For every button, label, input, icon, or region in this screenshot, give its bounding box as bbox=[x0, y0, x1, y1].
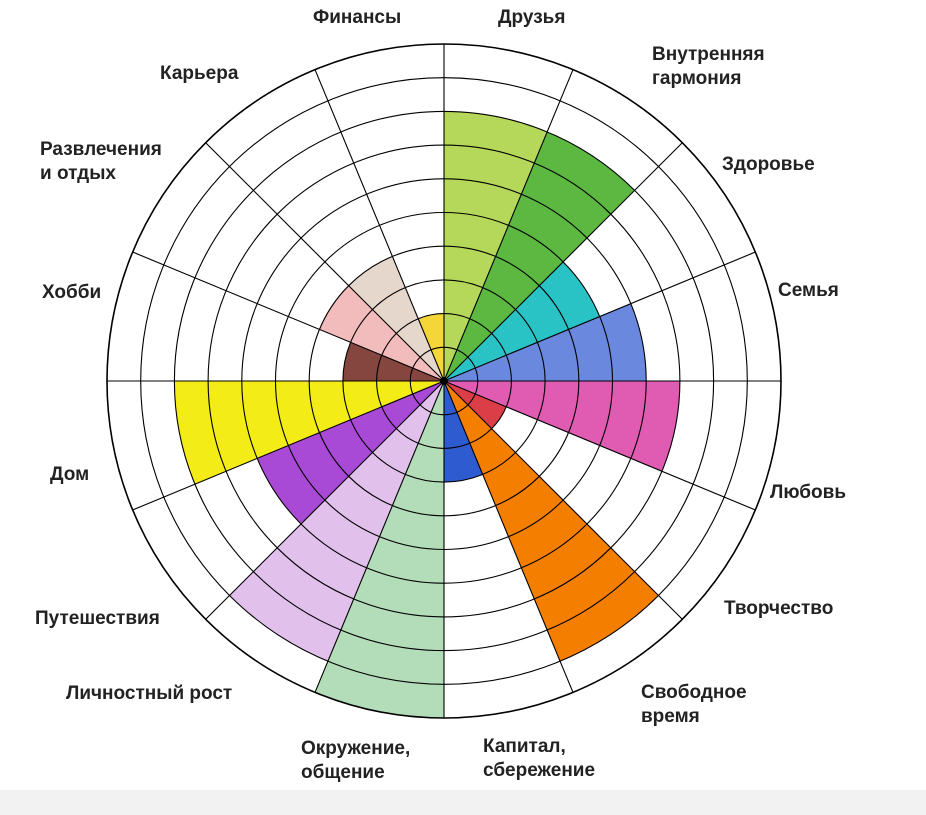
spoke-2 bbox=[443, 69, 574, 382]
label-lichnostnyy-rost: Личностный рост bbox=[66, 683, 233, 704]
sector-10 bbox=[229, 381, 444, 662]
spoke-6 bbox=[443, 380, 756, 511]
label-semya: Семья bbox=[778, 280, 839, 301]
label-lyubov: Любовь bbox=[770, 482, 847, 503]
grid-layer bbox=[106, 43, 782, 719]
spoke-12 bbox=[132, 380, 445, 511]
sector-14 bbox=[319, 285, 444, 381]
label-hobbi: Хобби bbox=[42, 282, 102, 303]
sector-13 bbox=[342, 342, 444, 381]
label-puteshestviya: Путешествия bbox=[35, 608, 160, 629]
bottom-strip bbox=[0, 790, 926, 815]
label-dom: Дом bbox=[50, 464, 90, 485]
sector-7 bbox=[444, 381, 659, 662]
label-svobodnoe-vremya: Свободное время bbox=[641, 682, 747, 727]
sector-3 bbox=[444, 261, 600, 381]
spoke-8 bbox=[443, 380, 574, 693]
spoke-3 bbox=[443, 142, 683, 382]
spoke-7 bbox=[443, 380, 683, 620]
sector-6 bbox=[444, 381, 507, 429]
label-vnutrennyaya-garmoniya: Внутренняя гармония bbox=[652, 44, 765, 89]
label-druzya: Друзья bbox=[498, 7, 566, 28]
spoke-10 bbox=[314, 380, 445, 693]
spoke-11 bbox=[205, 380, 445, 620]
sector-9 bbox=[315, 381, 444, 718]
sector-1 bbox=[444, 111, 548, 382]
sector-15 bbox=[348, 256, 444, 381]
sector-5 bbox=[444, 381, 680, 472]
spoke-16 bbox=[314, 69, 445, 382]
label-okruzhenie-obshchenie: Окружение, общение bbox=[301, 738, 411, 783]
label-razvlecheniya-i-otdyh: Развлечения и отдых bbox=[40, 139, 162, 184]
label-finansy: Финансы bbox=[313, 7, 402, 28]
sector-11 bbox=[257, 381, 444, 524]
center-point bbox=[440, 377, 448, 385]
sector-4 bbox=[444, 303, 647, 381]
label-kapital-sberezhenie: Капитал, сбережение bbox=[483, 736, 596, 781]
spoke-15 bbox=[205, 142, 445, 382]
sector-2 bbox=[444, 131, 635, 381]
sector-12 bbox=[174, 381, 444, 485]
label-tvorchestvo: Творчество bbox=[724, 598, 834, 619]
sectors-layer bbox=[174, 111, 680, 718]
sector-8 bbox=[444, 381, 483, 483]
label-karera: Карьера bbox=[160, 63, 239, 84]
spoke-4 bbox=[443, 251, 756, 382]
label-zdorovye: Здоровье bbox=[722, 154, 815, 175]
spoke-14 bbox=[132, 251, 445, 382]
